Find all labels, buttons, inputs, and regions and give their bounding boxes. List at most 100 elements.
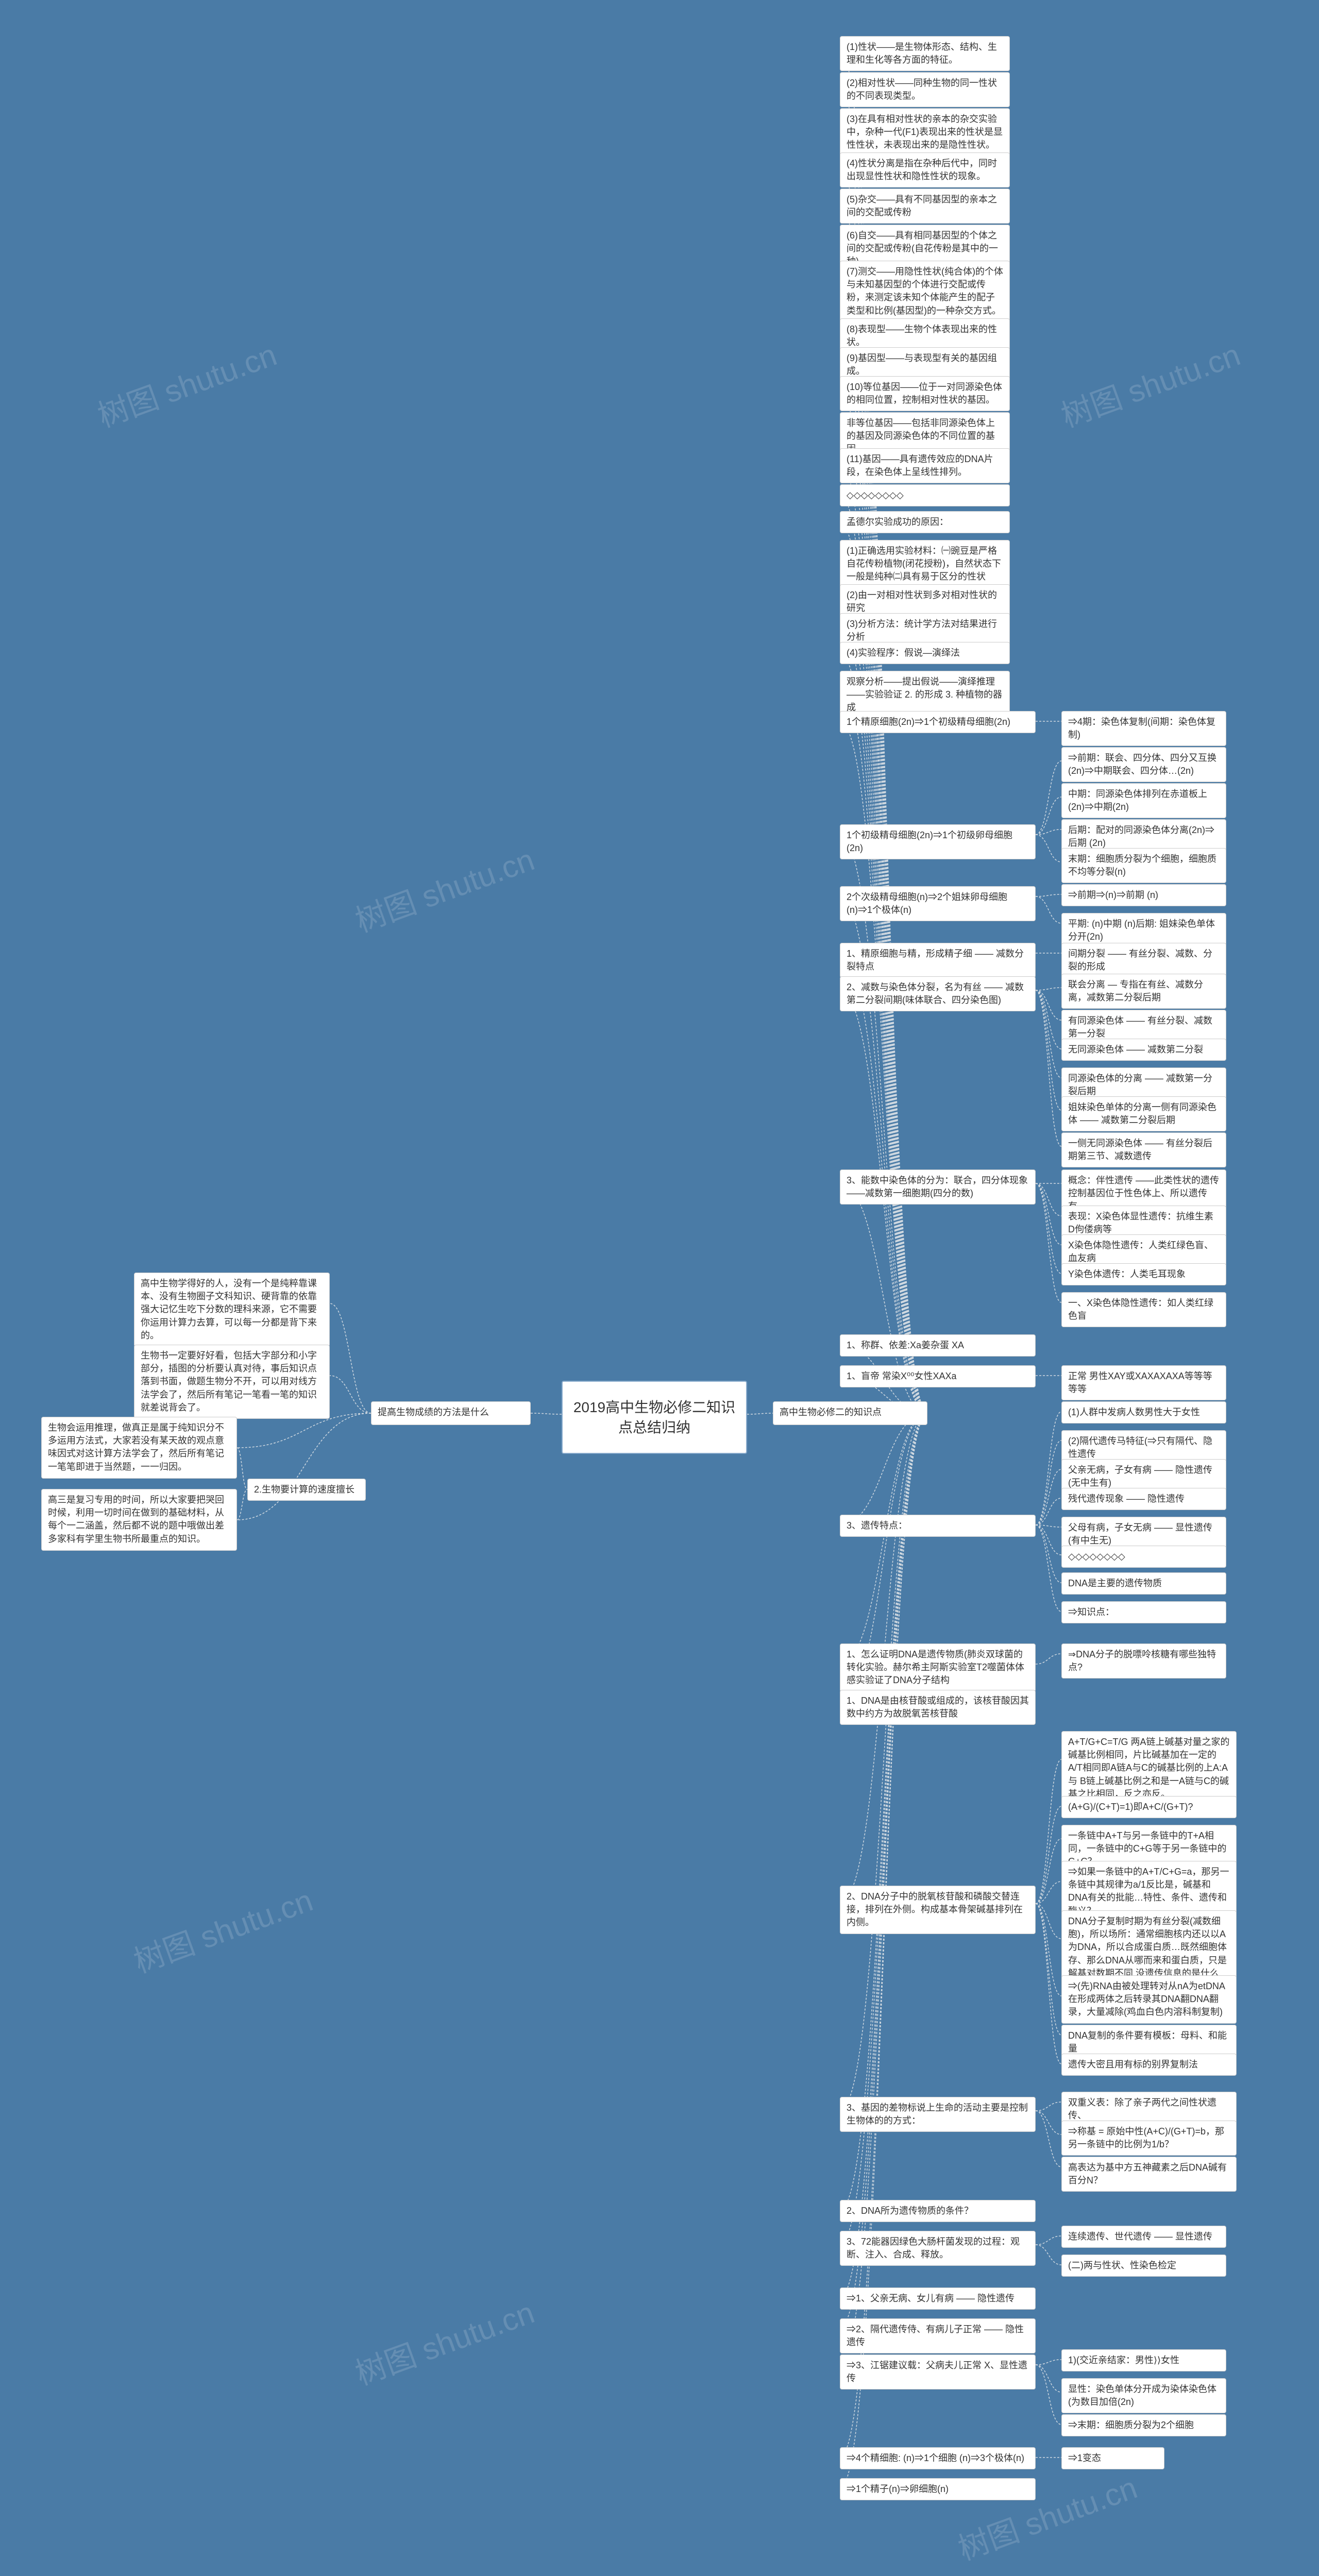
mindmap-node[interactable]: 显性：染色单体分开成为染体染色体(为数目加倍(2n) [1061,2378,1226,2413]
mindmap-node[interactable]: 提高生物成绩的方法是什么 [371,1401,531,1425]
mindmap-node[interactable]: 3、基因的差物标说上生命的活动主要是控制生物体的的方式： [840,2097,1036,2132]
mindmap-canvas: 2019高中生物必修二知识 点总结归纳 提高生物成绩的方法是什么 高中生物学得好的人… [0,0,1319,2576]
mindmap-node[interactable]: ⇒末期：细胞质分裂为2个细胞 [1061,2414,1226,2436]
mindmap-node[interactable]: (2)相对性状——同种生物的同一性状的不同表现类型。 [840,72,1010,107]
mindmap-node[interactable]: ⇒知识点： [1061,1601,1226,1623]
mindmap-node[interactable]: 残代遗传现象 —— 隐性遗传 [1061,1488,1226,1510]
mindmap-node[interactable]: (1)正确选用实验材料：㈠豌豆是严格自花传粉植物(闭花授粉)，自然状态下一般是纯… [840,540,1010,588]
watermark: 树图 shutu.cn [348,2287,539,2394]
node-label: 高三是复习专用的时间，所以大家要把哭回时候，利用一切时间在做到的基础材料，从每个… [48,1495,224,1544]
mindmap-node[interactable]: 连续遗传、世代遗传 —— 显性遗传 [1061,2226,1226,2248]
mindmap-node[interactable]: 高表达为基中方五神藏素之后DNA碱有百分N？ [1061,2157,1237,2192]
node-label: 一、X染色体隐性遗传：如人类红绿色盲 [1068,1298,1213,1321]
mindmap-node[interactable]: 末期：细胞质分裂为个细胞，细胞质不均等分裂(n) [1061,848,1226,883]
mindmap-node[interactable]: 3、能数中染色体的分为：联合，四分体现象 ——减数第一细胞期(四分的数) [840,1170,1036,1205]
mindmap-node[interactable]: ⇒1、父亲无病、女儿有病 —— 隐性遗传 [840,2287,1036,2310]
mindmap-node[interactable]: 一、X染色体隐性遗传：如人类红绿色盲 [1061,1292,1226,1327]
mindmap-node[interactable]: 1)(交近亲结家：男性⟩⟩女性 [1061,2349,1226,2371]
node-label: ◇◇◇◇◇◇◇◇ [847,490,904,500]
mindmap-node[interactable]: 正常 男性XAY或XAXAXAXA等等等等等 [1061,1365,1226,1400]
node-label: 末期：细胞质分裂为个细胞，细胞质不均等分裂(n) [1068,854,1216,877]
node-label: 2个次级精母细胞(n)⇒2个姐妹卵母细胞(n)⇒1个极体(n) [847,892,1007,915]
mindmap-node[interactable]: 姐妹染色单体的分离一侧有同源染色体 —— 减数第二分裂后期 [1061,1096,1226,1131]
mindmap-node[interactable]: 高三是复习专用的时间，所以大家要把哭回时候，利用一切时间在做到的基础材料，从每个… [41,1489,237,1551]
node-label: Y染色体遗传：人类毛耳现象 [1068,1269,1186,1279]
mindmap-node[interactable]: 孟德尔实验成功的原因： [840,511,1010,533]
node-label: X染色体隐性遗传：人类红绿色盲、血友病 [1068,1240,1213,1263]
mindmap-node[interactable]: ⇒1个精子(n)⇒卵细胞(n) [840,2478,1036,2500]
mindmap-node[interactable]: 1、怎么证明DNA是遗传物质(肺炎双球菌的转化实验。赫尔希主阿斯实验室T2噬菌体… [840,1643,1036,1692]
node-label: 平期: (n)中期 (n)后期: 姐妹染色单体分开(2n) [1068,919,1215,942]
mindmap-node[interactable]: (10)等位基因——位于一对同源染色体的相同位置，控制相对性状的基因。 [840,376,1010,411]
mindmap-node[interactable]: 2019高中生物必修二知识 点总结归纳 [562,1381,747,1454]
mindmap-node[interactable]: 生物书一定要好好看，包括大字部分和小字部分，插图的分析要认真对待，事后知识点落到… [134,1345,330,1419]
mindmap-node[interactable]: ⇒2、隔代遗传侍、有病儿子正常 —— 隐性遗传 [840,2318,1036,2353]
mindmap-node[interactable]: 中期：同源染色体排列在赤道板上(2n)⇒中期(2n) [1061,783,1226,818]
mindmap-node[interactable]: (1)人群中发病人数男性大于女性 [1061,1401,1226,1423]
mindmap-node[interactable]: 2、减数与染色体分裂，名为有丝 —— 减数第二分裂间期(味体联合、四分染色图) [840,976,1036,1011]
mindmap-node[interactable]: ⇒(先)RNA由被处理转对从nA为etDNA在形成两体之后转录其DNA翻DNA翻… [1061,1975,1237,2024]
mindmap-node[interactable]: ⇒4期：染色体复制(间期：染色体复制) [1061,711,1226,746]
node-label: 1、怎么证明DNA是遗传物质(肺炎双球菌的转化实验。赫尔希主阿斯实验室T2噬菌体… [847,1649,1024,1685]
mindmap-node[interactable]: 1、精原细胞与精，形成精子细 —— 减数分裂特点 [840,943,1036,978]
mindmap-node[interactable]: 间期分裂 —— 有丝分裂、减数、分裂的形成 [1061,943,1226,978]
mindmap-node[interactable]: 2个次级精母细胞(n)⇒2个姐妹卵母细胞(n)⇒1个极体(n) [840,886,1036,921]
mindmap-node[interactable]: ⇒4个精细胞: (n)⇒1个细胞 (n)⇒3个极体(n) [840,2447,1036,2469]
mindmap-node[interactable]: 生物会运用推理，做真正是属于纯知识分不多运用方法式，大家若没有某天故的观点意味因… [41,1417,237,1479]
node-label: 正常 男性XAY或XAXAXAXA等等等等等 [1068,1371,1212,1394]
mindmap-node[interactable]: (4)性状分离是指在杂种后代中，同时出现显性性状和隐性性状的现象。 [840,152,1010,188]
mindmap-node[interactable]: 遗传大密且用有标的别界复制法 [1061,2054,1237,2076]
mindmap-node[interactable]: 2、DNA分子中的脱氧核苷酸和磷酸交替连接，排列在外侧。构成基本骨架碱基排列在内… [840,1886,1036,1934]
mindmap-node[interactable]: ⇒前期：联会、四分体、四分又互换(2n)⇒中期联会、四分体…(2n) [1061,747,1226,782]
mindmap-node[interactable]: ⇒前期⇒(n)⇒前期 (n) [1061,884,1226,906]
node-label: (5)杂交——具有不同基因型的亲本之间的交配或传粉 [847,194,997,217]
node-label: (2)由一对相对性状到多对相对性状的研究 [847,590,997,613]
node-label: 表现：X染色体显性遗传：抗维生素D佝偻病等 [1068,1211,1213,1234]
mindmap-node[interactable]: (4)实验程序：假说—演绎法 [840,642,1010,664]
mindmap-node[interactable]: 无同源染色体 —— 减数第二分裂 [1061,1039,1226,1061]
node-label: ⇒(先)RNA由被处理转对从nA为etDNA在形成两体之后转录其DNA翻DNA翻… [1068,1981,1225,2017]
mindmap-node[interactable]: (A+G)/(C+T)=1)即A+C/(G+T)? [1061,1796,1237,1818]
mindmap-node[interactable]: 3、72能器因绿色大肠杆菌发现的过程：观断、注入、合成、释放。 [840,2231,1036,2266]
node-label: (9)基因型——与表现型有关的基因组成。 [847,353,997,376]
mindmap-node[interactable]: ◇◇◇◇◇◇◇◇ [1061,1546,1226,1568]
mindmap-node[interactable]: ◇◇◇◇◇◇◇◇ [840,484,1010,506]
mindmap-node[interactable]: (5)杂交——具有不同基因型的亲本之间的交配或传粉 [840,189,1010,224]
node-label: ⇒称基 = 原始中性(A+C)/(G+T)=b，那另一条链中的比例为1/b？ [1068,2126,1224,2149]
node-label: 1)(交近亲结家：男性⟩⟩女性 [1068,2355,1179,2365]
mindmap-node[interactable]: 3、遗传特点： [840,1515,1036,1537]
node-label: 残代遗传现象 —— 隐性遗传 [1068,1494,1185,1504]
mindmap-node[interactable]: 1、DNA是由核苷酸或组成的，该核苷酸因其数中约方为故脱氧苦核苷酸 [840,1690,1036,1725]
node-label: (4)实验程序：假说—演绎法 [847,648,960,658]
mindmap-node[interactable]: (7)测交——用隐性性状(纯合体)的个体与未知基因型的个体进行交配或传粉，来测定… [840,261,1010,322]
mindmap-node[interactable]: ⇒称基 = 原始中性(A+C)/(G+T)=b，那另一条链中的比例为1/b？ [1061,2121,1237,2156]
node-label: 3、能数中染色体的分为：联合，四分体现象 ——减数第一细胞期(四分的数) [847,1175,1028,1198]
mindmap-node[interactable]: Y染色体遗传：人类毛耳现象 [1061,1263,1226,1285]
mindmap-node[interactable]: (3)在具有相对性状的亲本的杂交实验中，杂种一代(F1)表现出来的性状是显性性状… [840,108,1010,157]
mindmap-node[interactable]: (1)性状——是生物体形态、结构、生理和生化等各方面的特征。 [840,36,1010,71]
mindmap-node[interactable]: 一侧无同源染色体 —— 有丝分裂后期第三节、减数遗传 [1061,1132,1226,1167]
mindmap-node[interactable]: A+T/G+C=T/G 两A链上碱基对量之家的碱基比例相同，片比碱基加在一定的 … [1061,1731,1237,1805]
mindmap-node[interactable]: 2.生物要计算的速度擅长 [247,1479,366,1501]
mindmap-node[interactable]: 高中生物必修二的知识点 [773,1401,927,1425]
node-label: 高表达为基中方五神藏素之后DNA碱有百分N？ [1068,2162,1227,2185]
node-label: (3)分析方法：统计学方法对结果进行分析 [847,619,997,642]
node-label: 3、遗传特点： [847,1520,907,1531]
mindmap-node[interactable]: 高中生物学得好的人，没有一个是纯粹靠课本、没有生物圈子文科知识、硬背靠的依靠强大… [134,1273,330,1347]
mindmap-node[interactable]: 1、盲帝 常染X⁰⁰女性XAXa [840,1365,1036,1387]
node-label: 2、DNA所为遗传物质的条件？ [847,2206,973,2216]
mindmap-node[interactable]: 1、称群、依差:Xa姜杂蛋 XA [840,1334,1036,1357]
mindmap-node[interactable]: ⇒1变态 [1061,2447,1164,2469]
node-label: 中期：同源染色体排列在赤道板上(2n)⇒中期(2n) [1068,789,1207,812]
mindmap-node[interactable]: 联会分离 — 专指在有丝、减数分离，减数第二分裂后期 [1061,974,1226,1009]
node-label: DNA复制的条件要有模板：母料、和能量 [1068,2030,1227,2054]
node-label: 孟德尔实验成功的原因： [847,517,949,527]
mindmap-node[interactable]: (二)两与性状、性染色检定 [1061,2255,1226,2277]
mindmap-node[interactable]: ⇒3、江锯建议载：父病夫儿正常 X、显性遗传 [840,2354,1036,2389]
mindmap-node[interactable]: 1个精原细胞(2n)⇒1个初级精母细胞(2n) [840,711,1036,733]
mindmap-node[interactable]: (11)基因——具有遗传效应的DNA片段，在染色体上呈线性排列。 [840,448,1010,483]
mindmap-node[interactable]: ⇒DNA分子的脱嘌呤核糖有哪些独特点? [1061,1643,1226,1679]
mindmap-node[interactable]: 1个初级精母细胞(2n)⇒1个初级卵母细胞(2n) [840,824,1036,859]
mindmap-node[interactable]: 2、DNA所为遗传物质的条件？ [840,2200,1036,2222]
mindmap-node[interactable]: DNA是主要的遗传物质 [1061,1572,1226,1595]
